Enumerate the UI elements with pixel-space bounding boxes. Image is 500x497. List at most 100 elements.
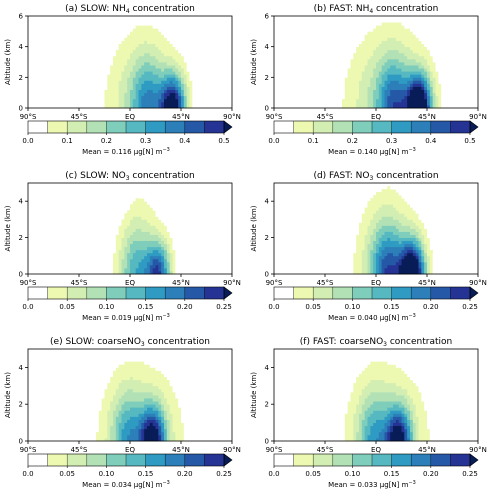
contour-cell (138, 43, 142, 48)
contour-cell (373, 222, 377, 226)
contour-cell (164, 43, 168, 48)
contour-cell (101, 74, 105, 78)
contour-cell (183, 104, 188, 109)
contour-cell (410, 382, 414, 387)
contour-cell (132, 71, 137, 75)
contour-cell (186, 428, 190, 433)
contour-cell (141, 198, 145, 202)
contour-cell (110, 252, 114, 257)
contour-cell (364, 89, 368, 94)
contour-cell (144, 364, 148, 368)
contour-cell (152, 425, 156, 430)
contour-cell (118, 391, 122, 396)
contour-cell (132, 388, 137, 393)
contour-cell (127, 28, 131, 32)
contour-cell (130, 379, 134, 384)
contour-cell (161, 222, 165, 226)
contour-cell (344, 422, 349, 427)
contour-cell (395, 46, 400, 51)
contour-cell (186, 437, 190, 442)
contour-cell (421, 89, 425, 94)
colorbar-segment (145, 454, 166, 466)
colorbar-segment (332, 454, 353, 466)
contour-cell (189, 431, 193, 436)
contour-cell (172, 58, 176, 63)
contour-cell (127, 416, 131, 420)
contour-cell (158, 358, 162, 362)
contour-cell (164, 434, 168, 439)
contour-cell (155, 355, 159, 359)
contour-cell (132, 65, 137, 69)
contour-cell (113, 385, 117, 390)
contour-cell (387, 222, 391, 226)
contour-cell (401, 234, 405, 238)
contour-cell (147, 198, 151, 202)
contour-cell (118, 65, 122, 69)
contour-cell (370, 207, 374, 211)
contour-cell (104, 413, 108, 417)
contour-cell (395, 243, 400, 248)
contour-cell (421, 413, 425, 417)
contour-cell (421, 65, 425, 69)
contour-cell (158, 95, 162, 100)
contour-cell (401, 367, 405, 371)
contour-cell (364, 379, 368, 384)
contour-cell (164, 40, 168, 44)
contour-cell (149, 22, 154, 26)
contour-cell (384, 364, 388, 368)
contour-cell (364, 410, 368, 414)
contour-cell (412, 431, 417, 436)
contour-cell (418, 28, 422, 32)
contour-cell (415, 46, 419, 51)
contour-cell (169, 34, 173, 38)
contour-cell (412, 258, 417, 263)
contour-cell (172, 95, 176, 100)
contour-cell (178, 101, 182, 106)
contour-cell (127, 210, 131, 214)
contour-cell (404, 34, 408, 38)
contour-cell (161, 431, 165, 436)
contour-cell (166, 370, 171, 374)
contour-cell (149, 264, 154, 269)
contour-cell (90, 437, 94, 442)
contour-cell (130, 422, 134, 427)
contour-cell (412, 52, 417, 57)
contour-cell (376, 361, 380, 365)
contour-cell (427, 98, 431, 103)
contour-cell (344, 434, 349, 439)
contour-cell (398, 34, 402, 38)
contour-cell (107, 437, 111, 442)
contour-cell (118, 98, 122, 103)
contour-cell (393, 355, 397, 359)
contour-cell (118, 255, 122, 260)
contour-cell (152, 428, 156, 433)
contour-cell (178, 77, 182, 81)
contour-cell (387, 428, 391, 433)
contour-cell (387, 25, 391, 29)
contour-cell (350, 65, 354, 69)
contour-cell (393, 192, 397, 196)
contour-cell (113, 428, 117, 433)
contour-cell (147, 388, 151, 393)
contour-cell (350, 77, 354, 81)
contour-cell (421, 37, 425, 41)
contour-cell (412, 101, 417, 106)
contour-cell (161, 422, 165, 427)
contour-cell (390, 86, 394, 90)
contour-cell (169, 425, 173, 430)
contour-cell (164, 222, 168, 226)
contour-cell (404, 395, 408, 399)
contour-cell (181, 92, 185, 97)
contour-cell (130, 264, 134, 269)
contour-cell (395, 231, 400, 235)
contour-cell (138, 243, 142, 248)
contour-cell (113, 40, 117, 44)
contour-cell (135, 410, 139, 414)
contour-cell (393, 388, 397, 393)
contour-cell (350, 376, 354, 381)
contour-cell (441, 86, 445, 90)
contour-cell (387, 237, 391, 242)
contour-cell (96, 398, 100, 402)
contour-cell (407, 207, 411, 211)
contour-cell (155, 216, 159, 220)
